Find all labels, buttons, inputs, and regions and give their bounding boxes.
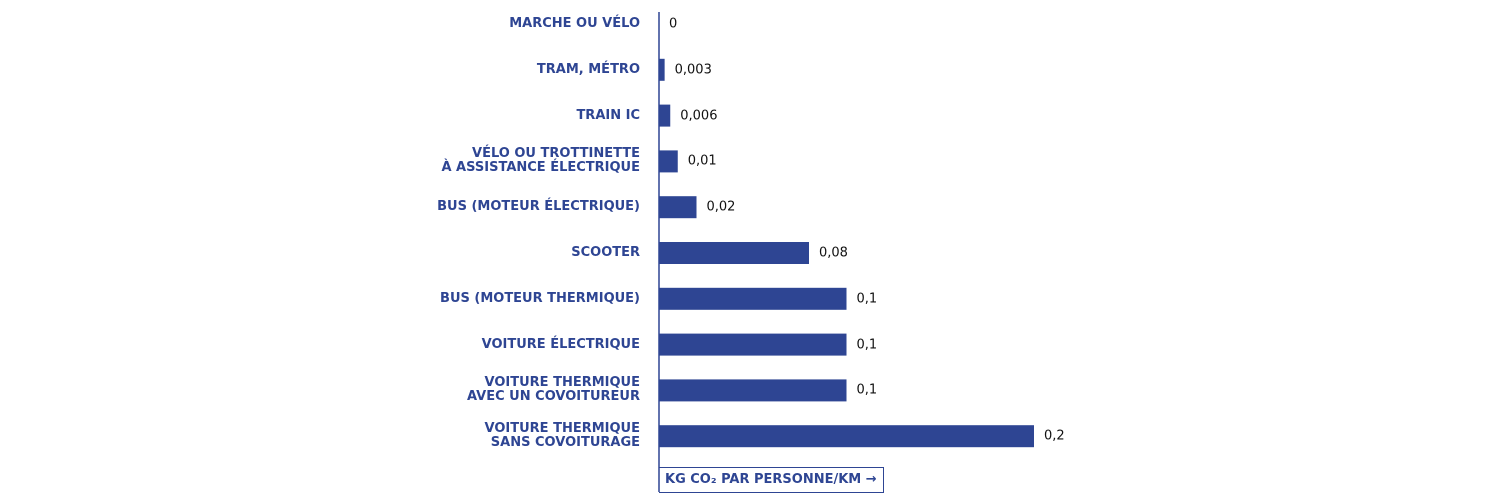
value-label: 0,003: [674, 62, 712, 78]
category-label: VOITURE THERMIQUE SANS COVOITURAGE: [484, 421, 640, 451]
value-label: 0,1: [856, 291, 878, 307]
bar: [659, 196, 697, 219]
category-label: BUS (MOTEUR THERMIQUE): [440, 290, 640, 306]
bar: [659, 242, 809, 264]
value-label: 0,006: [680, 108, 718, 124]
category-label: VÉLO OU TROTTINETTE À ASSISTANCE ÉLECTRI…: [441, 146, 640, 176]
category-label: MARCHE OU VÉLO: [509, 16, 640, 31]
category-label: TRAIN IC: [576, 107, 640, 123]
value-label: 0,01: [687, 153, 717, 169]
value-label: 0,02: [706, 199, 736, 215]
bar: [659, 150, 678, 173]
value-label: 0,1: [856, 337, 878, 353]
bar: [659, 287, 847, 310]
value-label: 0,1: [856, 382, 878, 398]
bar: [659, 58, 665, 81]
category-label: BUS (MOTEUR ÉLECTRIQUE): [437, 199, 640, 215]
bar: [659, 333, 847, 356]
category-label: TRAM, MÉTRO: [536, 61, 640, 77]
category-label: VOITURE ÉLECTRIQUE: [481, 336, 640, 352]
value-label: 0,08: [819, 245, 848, 261]
category-label: SCOOTER: [571, 245, 640, 260]
x-axis-label: KG CO₂ PAR PERSONNE/KM →: [659, 467, 884, 493]
bar: [659, 104, 671, 127]
bar: [659, 425, 1034, 448]
bar: [659, 379, 847, 402]
category-label: VOITURE THERMIQUE AVEC UN COVOITUREUR: [467, 375, 640, 405]
value-label: 0: [669, 16, 678, 32]
value-label: 0,2: [1044, 428, 1065, 444]
